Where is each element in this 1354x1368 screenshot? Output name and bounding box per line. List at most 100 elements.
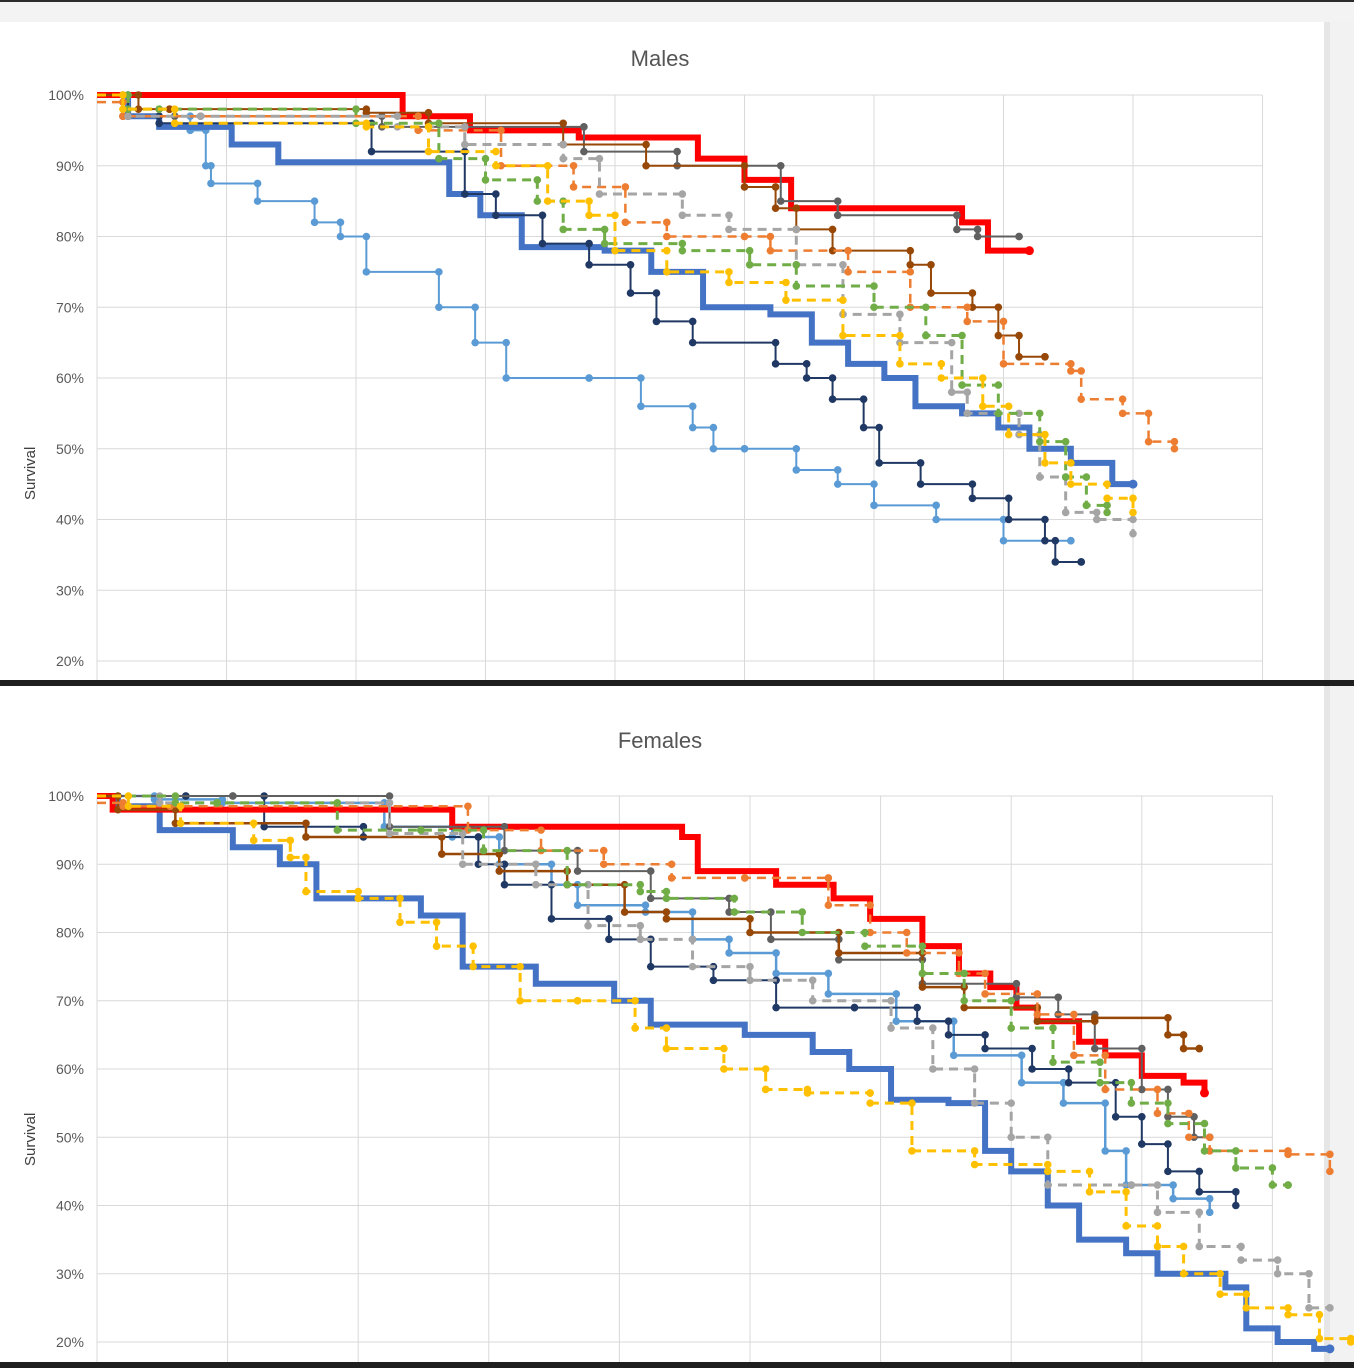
event-marker [495,850,504,858]
event-marker [968,289,977,297]
event-marker [302,853,310,862]
event-marker [1284,1150,1292,1159]
event-marker [994,381,1003,389]
event-marker [119,105,127,113]
event-marker [740,232,749,241]
event-marker [929,1065,937,1073]
event-marker [1195,1208,1204,1217]
event-marker [994,409,1003,418]
event-marker [1015,352,1023,361]
event-marker [196,112,205,121]
event-marker [1103,508,1111,517]
event-marker [968,494,977,503]
event-marker [824,969,833,978]
event-marker [828,374,837,382]
event-marker [260,822,268,831]
event-marker [771,360,780,368]
event-marker [380,822,389,831]
event-marker [981,1031,989,1039]
event-marker [960,996,968,1005]
survival-step-line [97,93,1135,513]
event-marker [745,246,754,255]
event-marker [792,444,801,453]
event-marker [667,860,676,869]
event-marker [584,880,592,889]
event-marker [1164,1085,1172,1094]
event-marker [866,1089,874,1097]
event-marker [155,799,164,807]
event-marker [875,423,883,432]
event-marker [1284,1304,1292,1312]
event-marker [1085,1188,1094,1196]
event-marker [460,123,469,131]
event-marker [771,338,780,347]
scroll-gutter[interactable] [1330,686,1354,1362]
event-marker [761,1065,770,1073]
event-marker [1232,1147,1240,1155]
y-tick-label: 30% [56,1266,84,1282]
event-marker [176,819,185,828]
event-marker [1216,1269,1224,1278]
event-marker [981,1044,989,1053]
event-marker [802,374,811,382]
event-marker [424,108,433,117]
y-tick-label: 60% [56,370,84,386]
event-marker [626,261,635,269]
event-marker [662,887,671,896]
event-marker [824,990,833,998]
event-marker [1049,1024,1057,1032]
event-marker [949,1017,958,1026]
event-marker [772,1003,780,1012]
event-marker [646,867,655,875]
event-marker [958,331,966,340]
event-marker [213,799,221,807]
scroll-gutter[interactable] [1330,22,1354,680]
event-marker [218,799,227,807]
event-marker [333,826,342,834]
event-marker [1111,1112,1120,1121]
event-marker [1007,1099,1015,1107]
event-marker [495,867,504,875]
event-marker [435,268,443,276]
event-marker [709,976,718,985]
event-marker [563,880,571,889]
y-tick-label: 30% [56,582,84,598]
event-marker [981,969,989,978]
event-marker [688,317,697,326]
event-marker [776,197,785,205]
event-marker [725,225,733,234]
event-marker [469,962,477,971]
event-marker [1195,1242,1204,1251]
event-marker [585,211,593,220]
survival-step-line [97,100,1176,449]
event-marker [663,268,671,276]
event-marker [479,846,488,855]
event-marker [1061,473,1070,481]
event-marker [537,826,545,834]
event-marker [1067,367,1075,375]
event-marker [286,853,295,862]
event-marker [1096,1058,1104,1066]
event-marker [1170,444,1179,453]
event-marker [437,850,446,858]
event-marker [960,1003,968,1012]
event-marker [922,331,930,340]
event-marker [824,874,833,882]
event-marker [1028,1065,1036,1073]
males-chart-panel: Males Survival 100% 90% 80% 70% 60% 50% 40% 30%… [0,22,1354,680]
event-marker [471,303,479,312]
event-marker [414,126,422,135]
event-marker [1284,1310,1292,1319]
event-marker [435,154,443,163]
event-marker [362,108,371,117]
event-marker [502,374,511,382]
event-marker [1015,409,1023,418]
event-marker [170,119,179,128]
event-marker [1059,1078,1068,1087]
event-marker [892,1017,901,1026]
event-marker [1237,1242,1245,1251]
event-marker [994,303,1003,312]
event-marker [1067,360,1075,368]
event-marker [533,197,542,205]
event-marker [949,1051,958,1060]
